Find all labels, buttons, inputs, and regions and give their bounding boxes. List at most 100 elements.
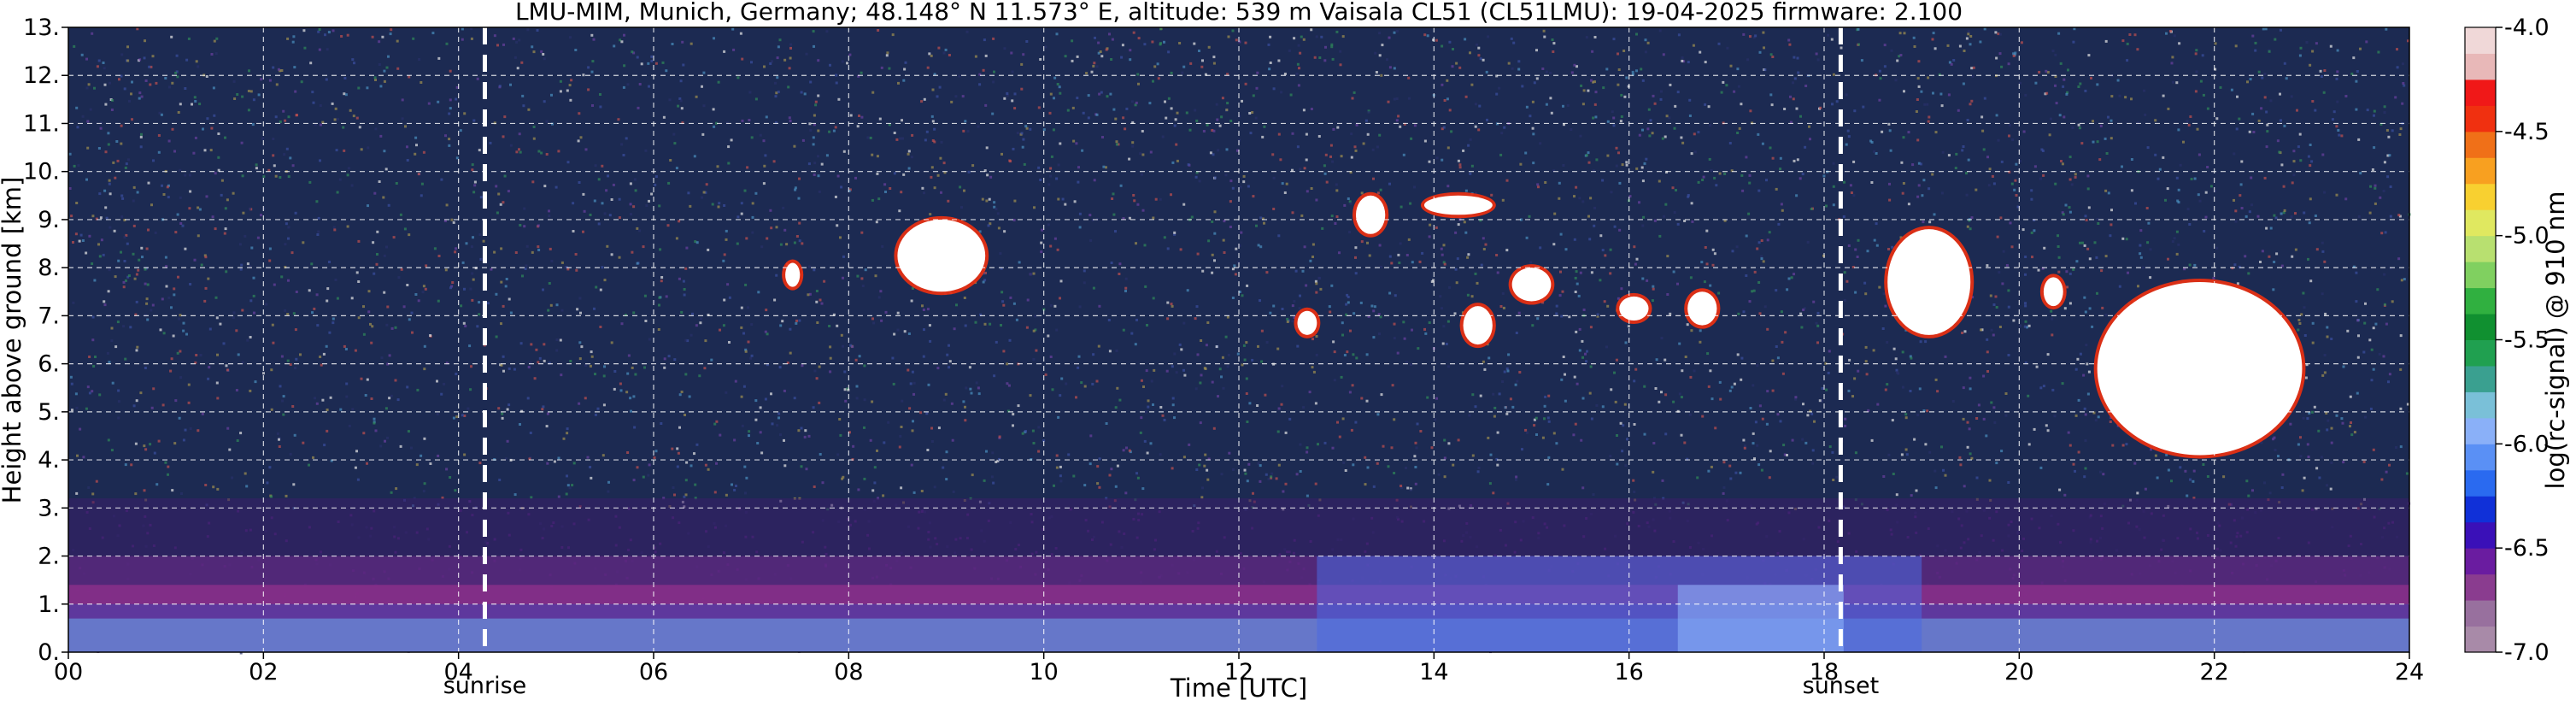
noise-speck — [2084, 310, 2087, 314]
noise-speck — [1884, 304, 1887, 308]
noise-speck — [2386, 175, 2390, 179]
noise-speck — [478, 233, 482, 236]
noise-speck — [560, 309, 564, 312]
noise-speck — [272, 66, 275, 69]
noise-speck — [82, 456, 85, 459]
noise-speck — [1866, 250, 1869, 253]
noise-speck — [910, 156, 913, 159]
noise-speck — [1991, 174, 1994, 178]
noise-speck — [2092, 140, 2095, 144]
noise-speck — [942, 162, 946, 165]
noise-speck — [2321, 250, 2325, 253]
noise-speck — [569, 36, 572, 39]
noise-speck — [1248, 112, 1252, 115]
noise-speck — [1367, 110, 1370, 114]
noise-speck — [1318, 56, 1322, 59]
noise-speck — [1329, 155, 1332, 158]
noise-speck — [286, 313, 290, 316]
noise-speck — [928, 324, 931, 327]
noise-speck — [152, 387, 155, 391]
noise-speck — [1643, 162, 1646, 165]
noise-speck — [1896, 371, 1898, 374]
noise-speck — [371, 35, 374, 38]
noise-speck — [1414, 466, 1417, 468]
noise-speck — [1387, 465, 1390, 468]
noise-speck — [1315, 198, 1318, 202]
noise-speck — [2068, 272, 2072, 275]
noise-speck — [2311, 341, 2315, 344]
noise-speck — [2176, 199, 2180, 203]
noise-speck — [2046, 71, 2050, 74]
noise-speck — [1564, 373, 1566, 376]
noise-speck — [715, 420, 719, 423]
noise-speck — [2008, 134, 2010, 138]
noise-speck — [97, 59, 101, 62]
noise-speck — [146, 283, 150, 286]
noise-speck — [2233, 263, 2237, 267]
noise-speck — [192, 151, 196, 155]
noise-speck — [1414, 441, 1417, 444]
noise-speck — [2320, 75, 2323, 78]
noise-speck — [557, 495, 560, 498]
noise-speck — [545, 120, 549, 123]
noise-speck — [1060, 377, 1064, 380]
noise-speck — [1343, 354, 1347, 356]
noise-speck — [587, 66, 590, 69]
noise-speck — [864, 268, 867, 272]
noise-speck — [1643, 432, 1646, 436]
noise-speck — [2251, 489, 2254, 492]
noise-speck — [151, 55, 155, 58]
noise-speck — [855, 385, 859, 388]
noise-speck — [1137, 37, 1141, 40]
noise-speck — [725, 229, 728, 232]
noise-speck — [1314, 482, 1317, 485]
noise-speck — [566, 427, 569, 431]
noise-speck — [1852, 160, 1856, 163]
noise-speck — [1476, 470, 1480, 474]
noise-speck — [1709, 369, 1712, 373]
noise-speck — [1609, 455, 1612, 458]
noise-speck — [966, 130, 970, 132]
noise-speck — [1921, 194, 1924, 197]
noise-speck — [1249, 132, 1253, 135]
noise-speck — [1246, 479, 1249, 483]
noise-speck — [2234, 220, 2238, 223]
noise-speck — [1315, 291, 1318, 294]
noise-speck — [373, 272, 376, 275]
noise-speck — [1446, 146, 1450, 150]
noise-speck — [783, 438, 785, 442]
noise-speck — [1141, 153, 1145, 156]
noise-speck — [2165, 32, 2168, 35]
noise-speck — [2177, 201, 2180, 204]
noise-speck — [566, 268, 570, 271]
noise-speck — [1279, 158, 1282, 162]
noise-speck — [1428, 321, 1431, 324]
noise-speck — [1840, 46, 1843, 50]
noise-speck — [128, 99, 131, 103]
noise-speck — [1832, 73, 1835, 76]
noise-speck — [1904, 416, 1908, 420]
noise-speck — [1115, 140, 1118, 144]
noise-speck — [466, 407, 470, 410]
noise-speck — [638, 229, 642, 232]
noise-speck — [1116, 386, 1119, 390]
noise-speck — [2099, 124, 2103, 127]
noise-speck — [1207, 45, 1211, 49]
noise-speck — [1378, 133, 1382, 137]
noise-speck — [1097, 344, 1100, 348]
noise-speck — [2326, 326, 2329, 329]
noise-speck — [1804, 145, 1807, 149]
noise-speck — [676, 447, 679, 450]
noise-speck — [1061, 197, 1065, 201]
noise-speck — [1151, 40, 1154, 44]
noise-speck — [2083, 244, 2086, 247]
noise-speck — [503, 174, 507, 178]
noise-speck — [346, 225, 349, 228]
noise-speck — [807, 434, 811, 438]
noise-speck — [378, 63, 381, 66]
noise-speck — [807, 162, 811, 166]
noise-speck — [537, 150, 541, 153]
noise-speck — [1142, 385, 1145, 388]
noise-speck — [1901, 191, 1904, 195]
noise-speck — [1306, 190, 1309, 193]
